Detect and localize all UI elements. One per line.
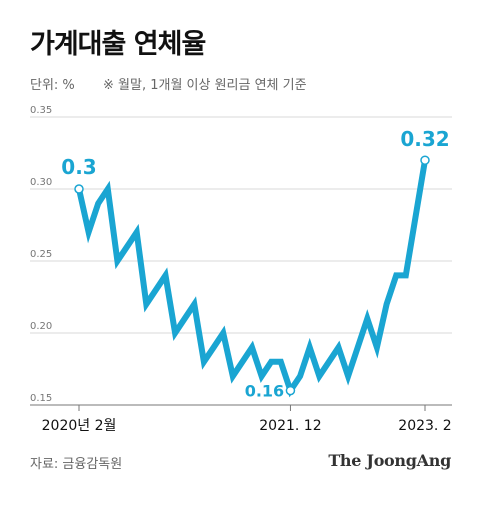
data-point bbox=[175, 333, 176, 334]
data-point bbox=[338, 347, 339, 348]
data-point bbox=[242, 361, 243, 362]
callout-label: 0.16 bbox=[245, 382, 284, 401]
x-tick-labels: 2020년 2월 2021. 12 2023. 2 bbox=[42, 405, 452, 434]
y-tick-label: 0.20 bbox=[30, 321, 52, 332]
data-point bbox=[252, 347, 253, 348]
data-point bbox=[146, 304, 147, 305]
data-point bbox=[415, 217, 416, 218]
data-point bbox=[184, 318, 185, 319]
series-layer bbox=[76, 159, 428, 398]
data-point bbox=[367, 318, 368, 319]
data-point bbox=[261, 376, 262, 377]
data-point bbox=[405, 275, 406, 276]
footnote: ※ 월말, 1개월 이상 원리금 연체 기준 bbox=[103, 78, 307, 93]
y-tick-label: 0.25 bbox=[30, 249, 52, 260]
data-point bbox=[194, 304, 195, 305]
callout-layer: 0.3 0.16 0.32 bbox=[61, 127, 449, 400]
x-tick-label: 2020년 2월 bbox=[42, 418, 117, 434]
publisher-logo: The JoongAng bbox=[328, 451, 451, 470]
callout-marker bbox=[285, 385, 296, 396]
y-tick-label: 0.30 bbox=[30, 177, 52, 188]
data-point bbox=[117, 261, 118, 262]
data-point bbox=[88, 232, 89, 233]
data-point bbox=[98, 203, 99, 204]
x-tick-label: 2023. 2 bbox=[398, 418, 451, 434]
series-line bbox=[76, 159, 428, 398]
data-point bbox=[357, 347, 358, 348]
data-point bbox=[386, 304, 387, 305]
data-point bbox=[136, 232, 137, 233]
data-point bbox=[223, 333, 224, 334]
callout-marker bbox=[74, 184, 84, 194]
data-point bbox=[127, 246, 128, 247]
data-point bbox=[376, 347, 377, 348]
callout-marker bbox=[420, 155, 430, 165]
y-tick-label: 0.35 bbox=[30, 105, 52, 116]
data-point bbox=[309, 347, 310, 348]
data-point bbox=[300, 376, 301, 377]
data-point bbox=[203, 361, 204, 362]
line-chart: 0.350.300.250.200.15 2020년 2월 2021. 12 202… bbox=[30, 105, 452, 434]
data-point bbox=[213, 347, 214, 348]
chart-title: 가계대출 연체율 bbox=[30, 29, 206, 60]
y-tick-labels: 0.35 0.30 0.25 0.20 0.15 bbox=[30, 105, 52, 404]
data-point bbox=[107, 189, 108, 190]
data-point bbox=[280, 361, 281, 362]
data-point bbox=[396, 275, 397, 276]
x-tick-label: 2021. 12 bbox=[259, 418, 321, 434]
data-point bbox=[155, 289, 156, 290]
data-point bbox=[348, 376, 349, 377]
data-point bbox=[328, 361, 329, 362]
data-point bbox=[271, 361, 272, 362]
callout-label: 0.3 bbox=[61, 155, 96, 179]
unit-label: 단위: % bbox=[30, 78, 75, 93]
callout-label: 0.32 bbox=[400, 127, 449, 151]
y-tick-label: 0.15 bbox=[30, 393, 52, 404]
data-point bbox=[319, 376, 320, 377]
data-point bbox=[232, 376, 233, 377]
data-point bbox=[165, 275, 166, 276]
source-label: 자료: 금융감독원 bbox=[30, 457, 123, 472]
